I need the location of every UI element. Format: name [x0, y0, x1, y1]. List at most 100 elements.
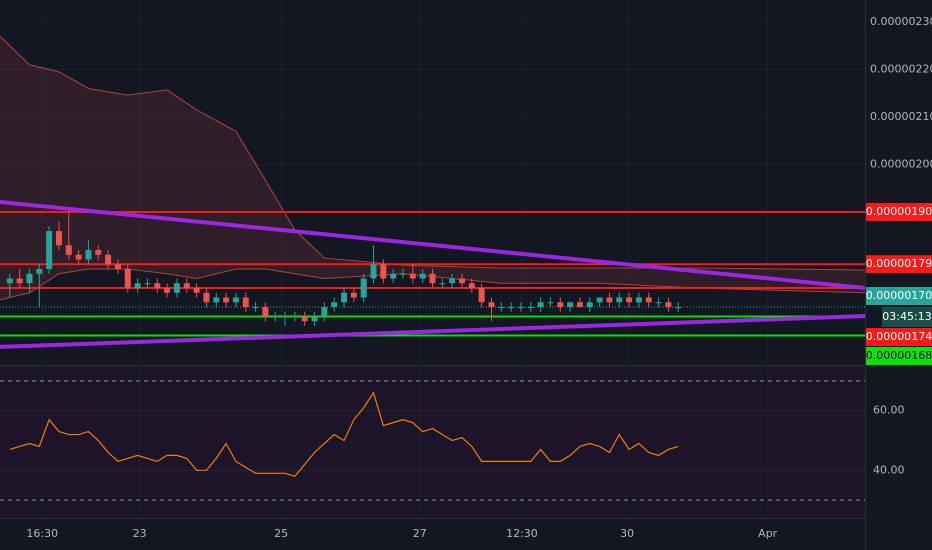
candle-body: [213, 297, 220, 303]
price-line-label: 0.00000174: [866, 330, 932, 343]
rsi-pane: [0, 366, 865, 518]
rsi-tick-label: 40.00: [873, 463, 905, 476]
candle-body: [282, 316, 289, 318]
x-tick-label: 25: [274, 527, 288, 540]
candle-body: [193, 288, 200, 293]
candle-body: [301, 316, 308, 322]
price-line-label: 0.00000168: [866, 349, 932, 362]
trend-line: [0, 200, 866, 290]
candle-body: [321, 307, 328, 317]
candle-body: [124, 268, 131, 289]
candle-body: [517, 307, 524, 309]
candle-body: [606, 297, 613, 303]
x-tick-label: Apr: [758, 527, 778, 540]
candle-body: [380, 264, 387, 279]
cloud-fill: [0, 36, 865, 300]
candle-body: [675, 307, 682, 309]
candle-body: [350, 292, 357, 298]
candle-body: [105, 254, 112, 265]
candle-body: [547, 302, 554, 304]
cloud-upper-line: [0, 35, 866, 271]
candle-body: [655, 302, 662, 304]
price-line-badge: [866, 347, 932, 366]
price-line-label: 0.00000190: [866, 205, 932, 218]
candle-body: [586, 302, 593, 308]
x-tick-label: 12:30: [506, 527, 538, 540]
countdown-badge: [882, 307, 932, 328]
candle-body: [311, 316, 318, 322]
price-line-label: 0.00000179: [866, 257, 932, 270]
candle-body: [390, 273, 397, 279]
countdown-label: 03:45:13: [882, 310, 931, 323]
candle-body: [262, 307, 269, 317]
last-price-label: 0.00000170: [866, 289, 932, 302]
last-price-badge: [866, 287, 932, 306]
candle-body: [645, 297, 652, 303]
candle-body: [557, 302, 564, 308]
rsi-tick-label: 60.00: [873, 404, 905, 417]
candle-body: [183, 283, 190, 289]
candle-body: [16, 278, 23, 284]
candle-body: [439, 283, 446, 285]
candle-body: [75, 254, 82, 260]
candle-body: [223, 297, 230, 303]
y-tick-label: 0.00000230: [870, 15, 932, 28]
candle-body: [134, 283, 141, 289]
y-tick-label: 0.00000200: [870, 157, 932, 170]
candle-body: [203, 292, 210, 303]
candle-body: [488, 302, 495, 308]
candle-body: [537, 302, 544, 308]
candle-body: [65, 245, 72, 255]
candle-body: [173, 283, 180, 293]
candle-body: [458, 278, 465, 284]
trend-line: [0, 314, 866, 349]
candle-body: [114, 264, 121, 269]
candle-body: [46, 230, 53, 269]
y-tick-label: 0.00000220: [870, 62, 932, 75]
x-tick-label: 30: [620, 527, 634, 540]
candle-body: [55, 230, 62, 246]
candle-body: [498, 307, 505, 309]
x-tick-label: 27: [413, 527, 427, 540]
candle-body: [527, 307, 534, 309]
candle-body: [370, 264, 377, 279]
candle-body: [154, 283, 161, 289]
candle-body: [85, 249, 92, 260]
candle-body: [400, 273, 407, 275]
candle-body: [232, 297, 239, 303]
candle-body: [36, 268, 43, 274]
x-tick-label: 23: [133, 527, 147, 540]
candle-body: [272, 316, 279, 318]
candle-body: [508, 307, 515, 309]
candle-body: [242, 297, 249, 308]
candle-body: [596, 297, 603, 303]
y-tick-label: 0.00000210: [870, 110, 932, 123]
cloud-lower-line: [0, 268, 866, 301]
candle-body: [95, 249, 102, 255]
candle-body: [26, 273, 33, 284]
candle-body: [341, 292, 348, 303]
candle-body: [468, 283, 475, 289]
candle-body: [449, 278, 456, 284]
candle-body: [164, 288, 171, 293]
candle-body: [576, 302, 583, 308]
candle-body: [419, 273, 426, 279]
x-tick-label: 16:30: [26, 527, 58, 540]
candle-body: [144, 283, 151, 285]
price-line-badge: [866, 328, 932, 347]
price-line-badge: [866, 202, 932, 221]
candle-body: [291, 316, 298, 318]
candle-body: [360, 278, 367, 298]
candle-body: [665, 302, 672, 308]
candle-body: [635, 297, 642, 303]
candle-body: [616, 297, 623, 303]
price-line-badge: [866, 255, 932, 274]
rsi-line: [9, 391, 679, 477]
candle-body: [252, 307, 259, 309]
candle-body: [429, 273, 436, 284]
candle-body: [626, 297, 633, 303]
candle-body: [478, 288, 485, 303]
candle-body: [409, 273, 416, 279]
candle-body: [6, 278, 13, 284]
